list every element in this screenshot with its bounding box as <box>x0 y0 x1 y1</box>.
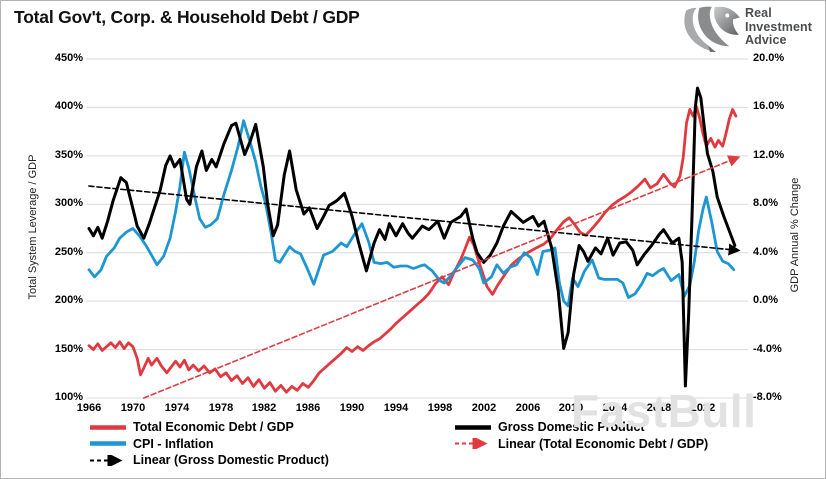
y-axis-tick-left: 300% <box>54 197 83 209</box>
y-axis-tick-right: 12.0% <box>753 149 785 161</box>
legend-label: Linear (Total Economic Debt / GDP) <box>498 436 709 451</box>
y-axis-tick-right: -4.0% <box>753 343 782 355</box>
series-lines <box>87 86 741 399</box>
legend-label: Gross Domestic Product <box>498 420 645 435</box>
y-axis-tick-left: 450% <box>54 52 83 64</box>
series-gdp <box>87 86 737 388</box>
legend-swatch-total-debt-gdp <box>90 425 126 430</box>
y-axis-tick-right: 20.0% <box>753 52 785 64</box>
y-axis-tick-right: 8.0% <box>753 197 779 209</box>
x-axis-tick: 1970 <box>120 402 146 414</box>
x-axis-tick: 1986 <box>295 402 321 414</box>
legend-swatch-linear-debt <box>455 438 488 450</box>
y-axis-tick-left: 350% <box>54 149 83 161</box>
legend-item-cpi-inflation: CPI - Inflation <box>88 436 329 453</box>
legend-label: Linear (Gross Domestic Product) <box>133 453 329 468</box>
series-linear-gdp <box>88 185 741 256</box>
x-axis-tick: 2022 <box>690 402 716 414</box>
x-axis-tick: 1978 <box>208 402 234 414</box>
x-axis-tick: 2006 <box>515 402 541 414</box>
y-axis-tick-left: 400% <box>54 100 83 112</box>
legend-column-1: Total Economic Debt / GDP CPI - Inflation… <box>88 419 329 469</box>
legend-swatch-cpi-inflation <box>90 441 126 446</box>
legend-item-total-debt-gdp: Total Economic Debt / GDP <box>88 419 329 436</box>
x-axis-tick: 1974 <box>164 402 190 414</box>
legend-item-gdp: Gross Domestic Product <box>453 419 708 436</box>
x-axis-tick: 1982 <box>251 402 277 414</box>
x-axis-tick: 1994 <box>383 402 409 414</box>
y-axis-tick-right: 0.0% <box>753 294 779 306</box>
brand-logo: Real Investment Advice <box>679 4 821 54</box>
y-axis-tick-left: 250% <box>54 246 83 258</box>
x-axis-tick: 2002 <box>471 402 497 414</box>
brand-line-3: Advice <box>745 33 787 47</box>
y-axis-tick-right: -8.0% <box>753 391 782 403</box>
series-linear-debt <box>143 155 741 399</box>
legend-column-2: Gross Domestic Product Linear (Total Econ… <box>453 419 708 452</box>
brand-line-2: Investment <box>745 19 812 34</box>
legend-item-linear-debt: Linear (Total Economic Debt / GDP) <box>453 436 708 453</box>
legend-swatch-gdp <box>455 425 491 430</box>
chart-title: Total Gov't, Corp. & Household Debt / GD… <box>14 7 360 27</box>
y-axis-tick-left: 150% <box>54 343 83 355</box>
y-axis-tick-left: 200% <box>54 294 83 306</box>
x-axis-tick: 1966 <box>76 402 102 414</box>
x-axis-tick: 2018 <box>646 402 672 414</box>
legend-item-linear-gdp: Linear (Gross Domestic Product) <box>88 452 329 469</box>
brand-name: Real Investment Advice <box>745 6 812 48</box>
right-axis-title: GDP Annual % Change <box>789 177 801 293</box>
brand-line-1: Real <box>745 6 772 20</box>
gridlines <box>86 58 748 399</box>
y-axis-tick-right: 16.0% <box>753 100 785 112</box>
series-cpi-inflation <box>87 119 736 308</box>
left-axis-title: Total System Leverage / GDP <box>27 154 39 300</box>
x-axis-tick: 2010 <box>558 402 584 414</box>
y-axis-tick-left: 100% <box>54 391 83 403</box>
series-total-debt-gdp <box>87 105 738 394</box>
y-axis-tick-right: 4.0% <box>753 246 779 258</box>
legend-label: Total Economic Debt / GDP <box>133 420 294 435</box>
x-axis-tick: 2014 <box>602 402 628 414</box>
x-axis-tick: 1990 <box>339 402 365 414</box>
legend-swatch-linear-gdp <box>90 454 123 466</box>
x-axis-tick: 1998 <box>427 402 453 414</box>
eagle-logo-icon <box>684 6 740 53</box>
legend-label: CPI - Inflation <box>133 436 214 451</box>
